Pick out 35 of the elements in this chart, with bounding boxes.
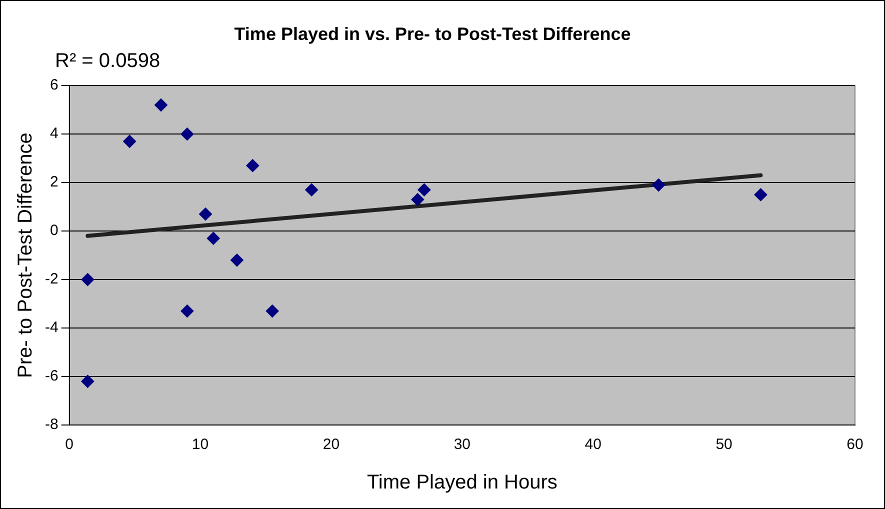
point bbox=[418, 183, 431, 196]
x-tick-label: 10 bbox=[192, 436, 209, 454]
x-tick-label: 40 bbox=[584, 436, 602, 454]
point bbox=[81, 374, 94, 388]
point bbox=[411, 193, 424, 206]
point bbox=[230, 254, 244, 267]
y-tick-label: 0 bbox=[50, 222, 58, 240]
y-tick-label: -4 bbox=[44, 319, 58, 336]
x-tick-label: 30 bbox=[454, 436, 471, 454]
y-tick-label: 6 bbox=[50, 76, 58, 94]
point bbox=[754, 188, 768, 202]
y-tick-label: -2 bbox=[44, 270, 58, 288]
chart-title: Time Played in vs. Pre- to Post-Test Difference bbox=[234, 24, 631, 44]
point bbox=[652, 178, 666, 192]
point bbox=[180, 304, 194, 318]
y-tick-label: 4 bbox=[50, 125, 58, 142]
point bbox=[206, 232, 220, 245]
point bbox=[123, 134, 136, 148]
point bbox=[246, 159, 260, 172]
y-tick-label: -8 bbox=[44, 416, 58, 434]
x-tick-label: 50 bbox=[716, 436, 732, 454]
y-axis-title: Pre- to Post-Test Difference bbox=[14, 132, 37, 378]
point bbox=[154, 98, 168, 112]
y-tick-label: -6 bbox=[44, 368, 58, 385]
x-tick-label: 60 bbox=[846, 436, 864, 454]
y-tick-label: 2 bbox=[50, 174, 58, 191]
x-tick-label: 0 bbox=[65, 436, 74, 454]
point bbox=[305, 183, 318, 196]
point bbox=[180, 128, 194, 141]
text: R² = 0.0598 bbox=[55, 50, 160, 73]
point bbox=[81, 273, 94, 286]
x-tick-label: 20 bbox=[322, 436, 340, 454]
point bbox=[266, 304, 279, 318]
point bbox=[199, 208, 212, 221]
x-axis-title: Time Played in Hours bbox=[366, 472, 558, 494]
